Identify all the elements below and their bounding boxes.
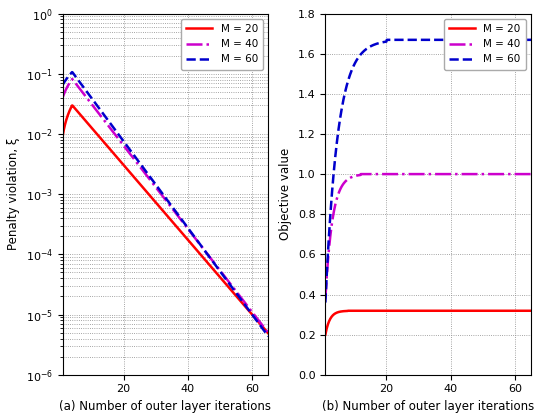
M = 40: [523, 172, 530, 177]
Y-axis label: Objective value: Objective value: [279, 148, 292, 240]
M = 40: [434, 172, 440, 177]
M = 40: [228, 283, 235, 288]
M = 20: [159, 207, 165, 212]
M = 60: [420, 37, 427, 42]
M = 20: [171, 221, 178, 226]
M = 40: [322, 296, 329, 301]
M = 40: [420, 172, 427, 177]
M = 60: [228, 284, 235, 289]
Line: M = 40: M = 40: [62, 79, 268, 333]
M = 40: [182, 223, 189, 228]
M = 20: [322, 332, 329, 337]
M = 60: [159, 190, 165, 195]
M = 60: [491, 37, 498, 42]
M = 60: [322, 300, 329, 305]
M = 20: [228, 288, 235, 293]
M = 60: [260, 328, 267, 333]
M = 20: [420, 308, 427, 313]
M = 40: [171, 209, 178, 214]
M = 60: [434, 37, 440, 42]
M = 40: [491, 172, 498, 177]
M = 20: [491, 308, 498, 313]
Line: M = 20: M = 20: [62, 105, 268, 333]
M = 40: [421, 172, 428, 177]
Y-axis label: Penalty violation, ξ: Penalty violation, ξ: [7, 138, 20, 250]
Legend: M = 20, M = 40, M = 60: M = 20, M = 40, M = 60: [181, 19, 263, 70]
M = 40: [358, 172, 364, 177]
X-axis label: (a) Number of outer layer iterations: (a) Number of outer layer iterations: [59, 400, 271, 413]
M = 20: [528, 308, 534, 313]
M = 40: [445, 172, 451, 177]
Line: M = 60: M = 60: [325, 40, 531, 302]
M = 60: [421, 37, 428, 42]
M = 40: [158, 191, 164, 196]
M = 60: [265, 334, 272, 339]
Line: M = 40: M = 40: [325, 174, 531, 299]
M = 20: [434, 308, 440, 313]
M = 20: [421, 308, 428, 313]
X-axis label: (b) Number of outer layer iterations: (b) Number of outer layer iterations: [322, 400, 534, 413]
M = 20: [445, 308, 451, 313]
M = 60: [445, 37, 451, 42]
M = 40: [59, 95, 66, 100]
Legend: M = 20, M = 40, M = 60: M = 20, M = 40, M = 60: [444, 19, 526, 70]
M = 40: [260, 325, 267, 330]
M = 60: [384, 37, 390, 42]
M = 40: [159, 193, 165, 198]
M = 40: [69, 76, 75, 81]
M = 60: [59, 82, 66, 87]
M = 60: [69, 70, 75, 75]
M = 20: [260, 326, 267, 331]
M = 20: [59, 134, 66, 139]
M = 40: [528, 172, 534, 177]
M = 20: [265, 331, 272, 336]
M = 60: [523, 37, 530, 42]
M = 60: [182, 222, 189, 227]
M = 20: [345, 308, 351, 313]
Line: M = 60: M = 60: [62, 72, 268, 336]
M = 20: [69, 103, 76, 108]
M = 60: [528, 37, 534, 42]
M = 20: [523, 308, 530, 313]
M = 60: [171, 207, 178, 212]
M = 20: [182, 234, 189, 239]
Line: M = 20: M = 20: [325, 311, 531, 335]
M = 20: [158, 206, 164, 211]
M = 60: [158, 189, 164, 194]
M = 40: [265, 331, 272, 336]
